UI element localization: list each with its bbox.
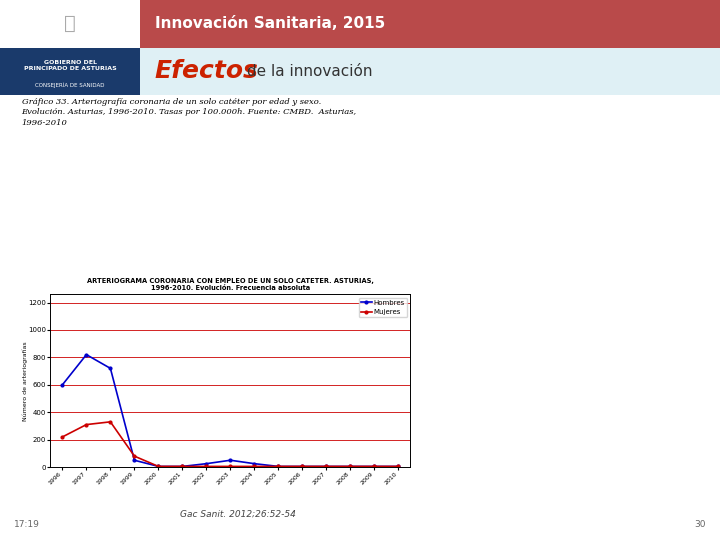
Hombres xyxy=(274,463,283,470)
Mujeres xyxy=(370,463,379,470)
Mujeres xyxy=(58,434,67,440)
Hombres xyxy=(58,382,67,388)
Legend: Hombres, Mujeres: Hombres, Mujeres xyxy=(359,298,407,318)
Line: Mujeres: Mujeres xyxy=(61,421,400,468)
Text: 17:19: 17:19 xyxy=(14,519,40,529)
Text: Innovación Sanitaria, 2015: Innovación Sanitaria, 2015 xyxy=(155,16,385,31)
Mujeres xyxy=(106,418,114,425)
Hombres xyxy=(178,463,186,470)
Mujeres xyxy=(394,463,402,470)
Y-axis label: Número de arteriografías: Número de arteriografías xyxy=(23,341,28,421)
Hombres xyxy=(82,352,91,358)
Hombres xyxy=(106,365,114,372)
Hombres xyxy=(226,457,235,463)
Hombres xyxy=(370,463,379,470)
Mujeres xyxy=(226,463,235,470)
Text: CONSEJERÍA DE SANIDAD: CONSEJERÍA DE SANIDAD xyxy=(35,82,105,87)
Mujeres xyxy=(202,463,211,470)
Hombres xyxy=(154,463,163,470)
Mujeres xyxy=(130,453,139,460)
Mujeres xyxy=(274,463,283,470)
Text: de la innovación: de la innovación xyxy=(242,64,372,79)
Mujeres xyxy=(178,463,186,470)
Mujeres xyxy=(250,463,258,470)
Hombres xyxy=(298,463,307,470)
Text: 🏛: 🏛 xyxy=(64,14,76,33)
Mujeres xyxy=(82,421,91,428)
Hombres xyxy=(130,457,139,463)
Title: ARTERIOGRAMA CORONARIA CON EMPLEO DE UN SOLO CATETER. ASTURIAS,
1996-2010. Evolu: ARTERIOGRAMA CORONARIA CON EMPLEO DE UN … xyxy=(87,278,374,291)
Text: Efectos: Efectos xyxy=(155,59,258,83)
Hombres xyxy=(250,461,258,467)
Line: Hombres: Hombres xyxy=(61,353,400,468)
Hombres xyxy=(322,463,330,470)
Mujeres xyxy=(346,463,355,470)
Mujeres xyxy=(154,463,163,470)
Mujeres xyxy=(322,463,330,470)
Hombres xyxy=(394,463,402,470)
Text: 30: 30 xyxy=(694,519,706,529)
Mujeres xyxy=(298,463,307,470)
Text: Gráfico 33. Arteriografía coronaria de un solo catéter por edad y sexo.
Evolució: Gráfico 33. Arteriografía coronaria de u… xyxy=(22,98,356,126)
Hombres xyxy=(202,461,211,467)
Text: Gac Sanit. 2012;26:52-54: Gac Sanit. 2012;26:52-54 xyxy=(180,509,296,518)
Text: GOBIERNO DEL
PRINCIPADO DE ASTURIAS: GOBIERNO DEL PRINCIPADO DE ASTURIAS xyxy=(24,60,117,71)
Hombres xyxy=(346,463,355,470)
